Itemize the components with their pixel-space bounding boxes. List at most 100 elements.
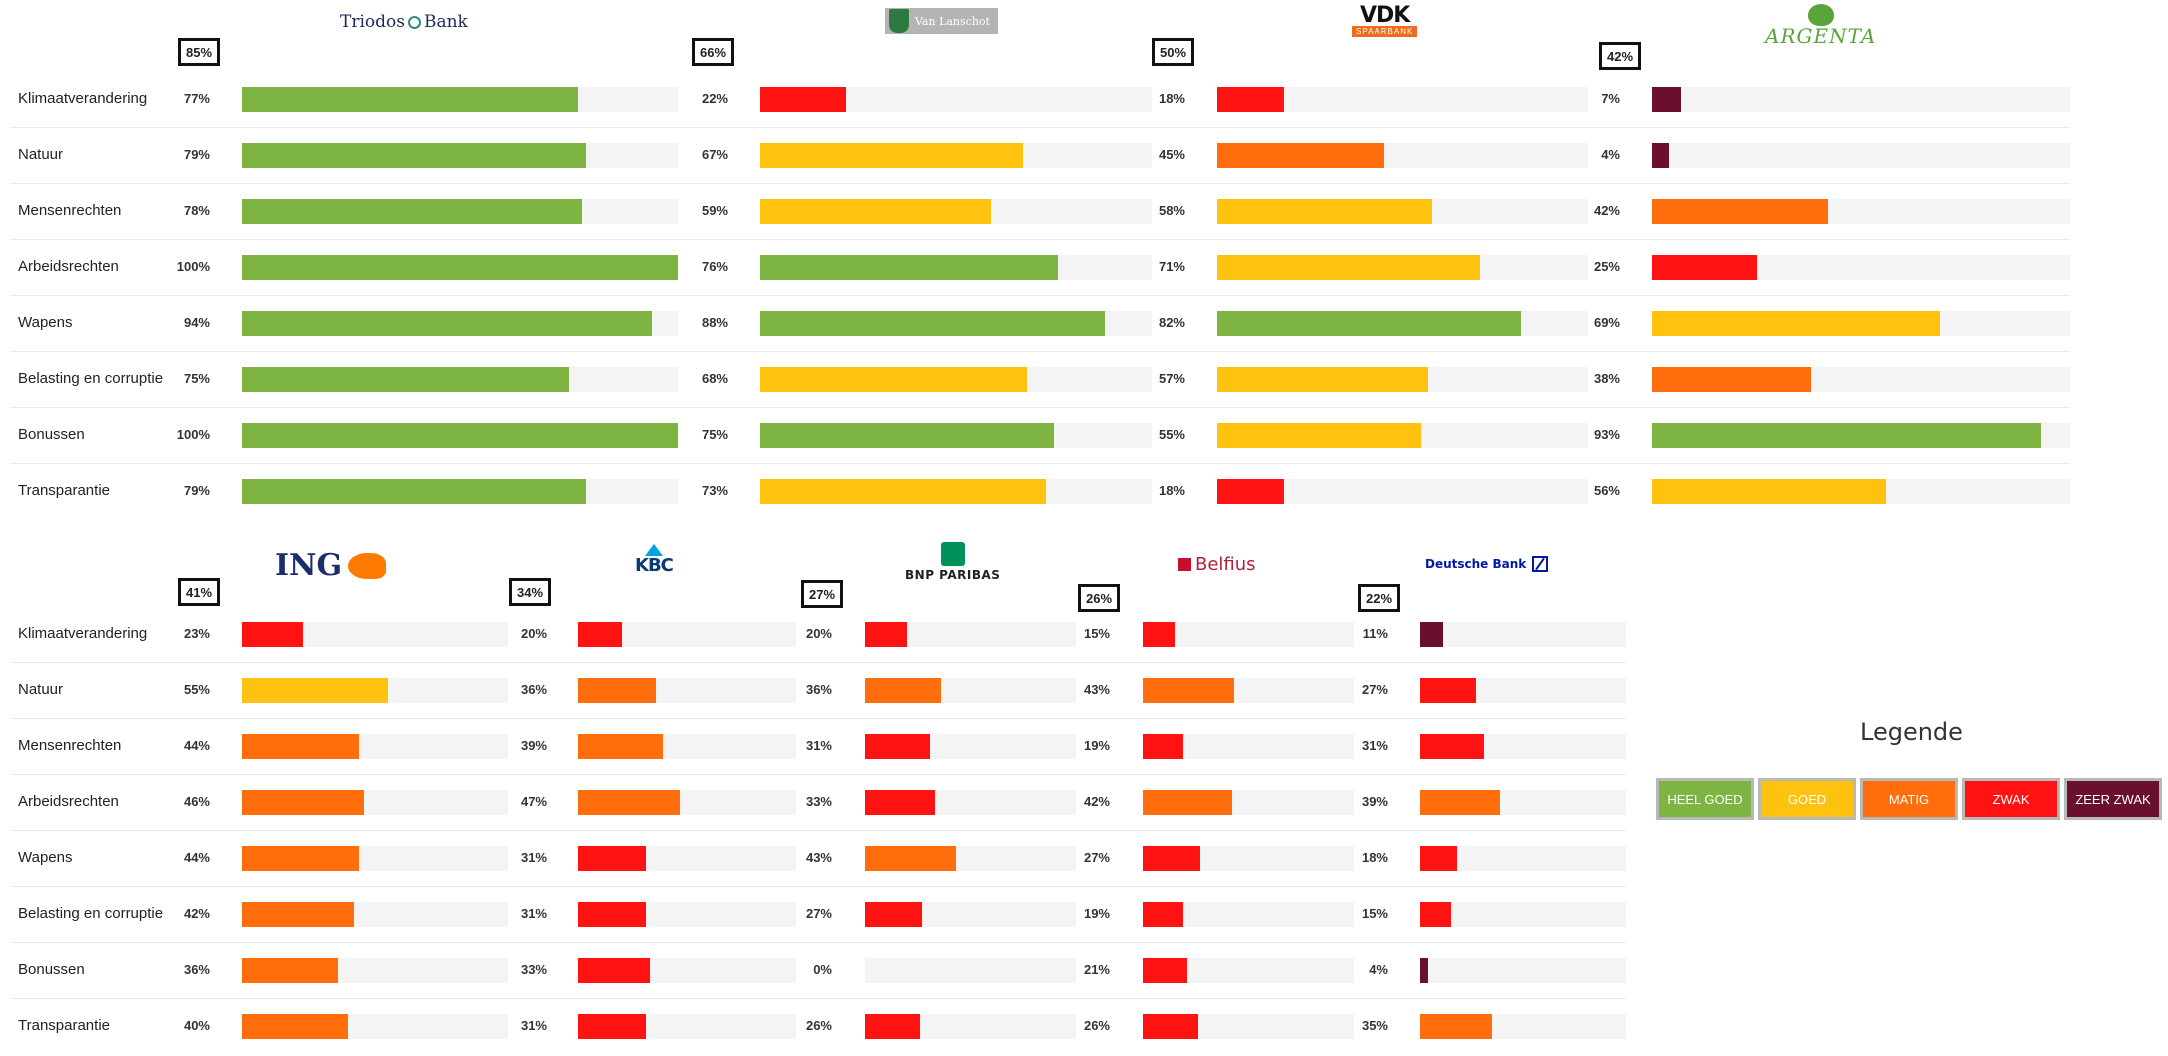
bank-name-text: Bank [423, 12, 468, 32]
bar [1420, 957, 1429, 983]
legend-item: ZEER ZWAK [2064, 778, 2162, 820]
total-score-badge: 34% [509, 578, 551, 606]
bar [1143, 901, 1184, 927]
bar [1652, 142, 1669, 168]
bar [578, 1013, 646, 1039]
bar-track [242, 957, 508, 983]
bar [1652, 422, 2041, 448]
bar-track [242, 733, 508, 759]
bar-track [578, 677, 796, 703]
bank-logo: ING [275, 548, 387, 583]
bar [1420, 733, 1484, 759]
bar-track [1652, 142, 2070, 168]
data-label: 77% [183, 91, 210, 106]
bar-track [242, 366, 678, 392]
bnp-stars-icon [940, 542, 965, 566]
total-score-badge: 85% [178, 38, 220, 66]
bar-track [242, 621, 508, 647]
row-separator [10, 998, 1626, 999]
data-label: 18% [1361, 850, 1388, 865]
bar [865, 789, 935, 815]
bar [242, 366, 569, 392]
bar-track [1143, 901, 1354, 927]
bar [242, 198, 583, 224]
bar [865, 1013, 920, 1039]
row-separator [10, 942, 1626, 943]
bar [242, 310, 652, 336]
data-label: 58% [1158, 203, 1185, 218]
data-label: 31% [1361, 738, 1388, 753]
data-label: 33% [520, 962, 547, 977]
data-label: 36% [520, 682, 547, 697]
bank-name-text: KBC [635, 555, 674, 576]
bar-track [242, 677, 508, 703]
data-label: 0% [813, 962, 832, 977]
bar-track [1217, 142, 1588, 168]
bar-track [1143, 789, 1354, 815]
bank-subname-text: SPAARBANK [1352, 26, 1418, 37]
deutsche-slash-icon [1532, 556, 1549, 572]
bar [1420, 1013, 1493, 1039]
bar-track [242, 142, 678, 168]
data-label: 100% [176, 427, 210, 442]
bar-track [1652, 478, 2070, 504]
category-label: Bonussen [18, 961, 85, 978]
data-label: 75% [701, 427, 728, 442]
total-score-badge: 26% [1078, 584, 1120, 612]
bar [760, 478, 1047, 504]
bar-track [1420, 621, 1626, 647]
data-label: 44% [183, 850, 210, 865]
bank-logo: Belfius [1178, 554, 1256, 575]
bar [242, 478, 587, 504]
data-label: 25% [1593, 259, 1620, 274]
row-separator [10, 127, 2070, 128]
bar [578, 621, 622, 647]
data-label: 42% [183, 906, 210, 921]
bar-track [1143, 957, 1354, 983]
bar [1652, 366, 1811, 392]
row-separator [10, 183, 2070, 184]
data-label: 22% [701, 91, 728, 106]
data-label: 20% [805, 626, 832, 641]
bar-track [1143, 845, 1354, 871]
bar [1143, 733, 1184, 759]
data-label: 38% [1593, 371, 1620, 386]
category-label: Arbeidsrechten [18, 793, 119, 810]
data-label: 21% [1083, 962, 1110, 977]
data-label: 88% [701, 315, 728, 330]
bar-track [1217, 422, 1588, 448]
bar [1420, 789, 1501, 815]
category-label: Bonussen [18, 426, 85, 443]
bar-track [1420, 1013, 1626, 1039]
category-label: Mensenrechten [18, 737, 122, 754]
data-label: 19% [1083, 738, 1110, 753]
bar-track [578, 789, 796, 815]
bar-track [760, 198, 1152, 224]
row-separator [10, 774, 1626, 775]
bar [1652, 86, 1682, 112]
data-label: 18% [1158, 483, 1185, 498]
data-label: 79% [183, 147, 210, 162]
data-label: 44% [183, 738, 210, 753]
legend-item: HEEL GOED [1656, 778, 1754, 820]
bar [1217, 310, 1522, 336]
bar-track [578, 845, 796, 871]
bar [1217, 254, 1481, 280]
category-label: Wapens [18, 314, 73, 331]
bar-track [760, 142, 1152, 168]
data-label: 31% [805, 738, 832, 753]
category-label: Wapens [18, 849, 73, 866]
bank-logo: BNP PARIBAS [905, 542, 1000, 582]
triodos-leaf-icon [407, 15, 421, 29]
bar [1143, 621, 1175, 647]
total-score-badge: 41% [178, 578, 220, 606]
data-label: 42% [1593, 203, 1620, 218]
bar-track [1652, 254, 2070, 280]
data-label: 76% [701, 259, 728, 274]
bar [1143, 789, 1232, 815]
bar-track [865, 1013, 1076, 1039]
legend-item: ZWAK [1962, 778, 2060, 820]
bar-track [1217, 198, 1588, 224]
row-separator [10, 351, 2070, 352]
bar-track [1652, 422, 2070, 448]
